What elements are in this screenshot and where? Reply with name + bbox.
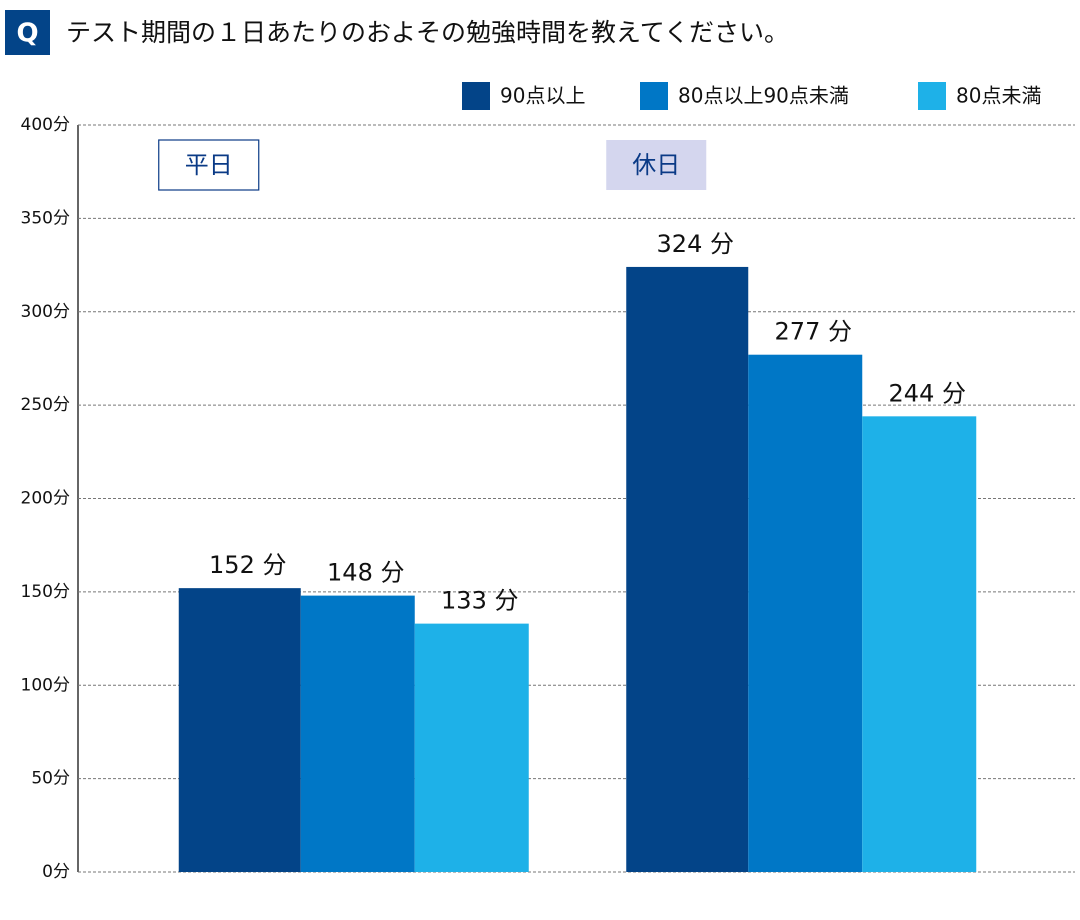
category-label: 平日 [185,151,233,179]
y-tick-label: 50分 [31,769,70,789]
y-tick-label: 0分 [42,862,70,882]
y-tick-label: 100分 [21,675,70,695]
value-label: 152 分 [209,551,286,579]
value-label: 324 分 [657,230,734,258]
y-tick-label: 250分 [21,395,70,415]
y-tick-label: 300分 [21,302,70,322]
bar [748,354,863,872]
value-label: 148 分 [327,559,404,587]
y-tick-label: 200分 [21,489,70,509]
y-tick-label: 400分 [21,115,70,135]
bar [414,623,529,872]
category-box [158,139,260,191]
bar [862,416,977,872]
legend-label: 80点以上90点未満 [678,84,849,108]
category-label: 休日 [632,151,680,179]
category-box [606,140,707,190]
legend-swatch [640,82,668,110]
bar [178,588,301,872]
badge-box [5,10,50,55]
legend-swatch [918,82,946,110]
value-label: 244 分 [889,379,966,407]
bar [626,266,749,872]
y-tick-label: 150分 [21,582,70,602]
value-label: 277 分 [775,318,852,346]
y-tick-label: 350分 [21,208,70,228]
badge: Q [16,19,38,49]
legend-label: 90点以上 [500,84,585,108]
bar [300,595,415,872]
value-label: 133 分 [441,587,518,615]
chart-title: テスト期間の１日あたりのおよその勉強時間を教えてください。 [66,18,789,47]
legend-label: 80点未満 [956,84,1041,108]
legend-swatch [462,82,490,110]
